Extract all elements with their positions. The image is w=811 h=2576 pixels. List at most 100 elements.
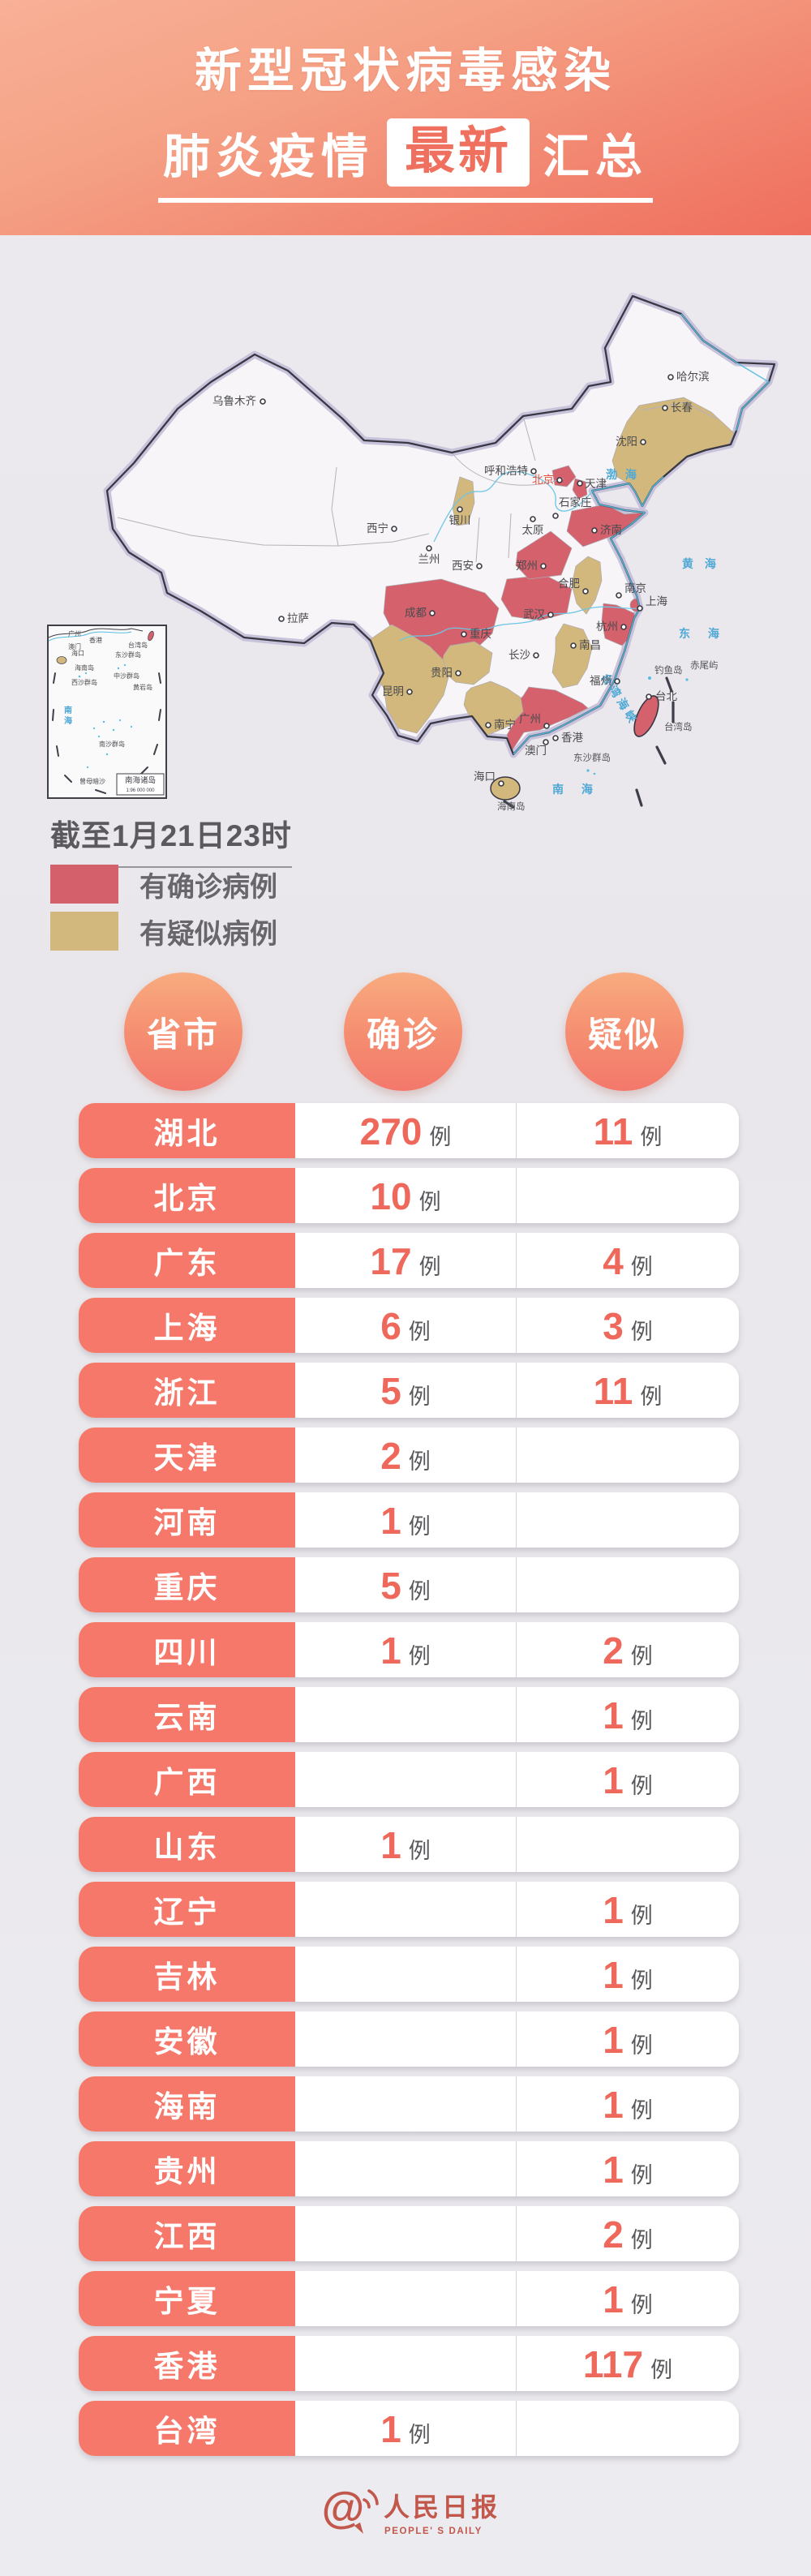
title-suffix: 汇总 bbox=[543, 131, 649, 183]
province-name: 江西 bbox=[153, 2220, 221, 2253]
city-dot bbox=[640, 439, 646, 445]
inset-labels: 广州 香港 澳门 台湾岛 东沙群岛 海口 海南岛 西沙群岛 中沙群岛 黄岩岛 南… bbox=[68, 629, 152, 785]
suspected-cell bbox=[516, 1557, 739, 1612]
province-henan bbox=[515, 530, 573, 580]
province-cell: 海南 bbox=[79, 2076, 295, 2132]
city-label: 杭州 bbox=[596, 620, 618, 633]
city-dot bbox=[552, 735, 559, 741]
sea-label-east-sea: 东 海 bbox=[679, 627, 727, 640]
table-row: 香港 117 例 bbox=[79, 2336, 739, 2391]
city-label: 南昌 bbox=[579, 639, 601, 651]
city-label: 哈尔滨 bbox=[676, 371, 710, 383]
legend-label: 有确诊病例 bbox=[139, 871, 277, 903]
province-cell: 重庆 bbox=[79, 1557, 295, 1612]
city-dot bbox=[426, 545, 432, 552]
logo-chinese-text: 人民日报 bbox=[384, 2492, 500, 2522]
column-header-confirmed: 确诊 bbox=[344, 972, 462, 1091]
confirmed-cell: 17 例 bbox=[295, 1233, 516, 1288]
city-dot bbox=[406, 689, 413, 695]
confirmed-count: 1 bbox=[380, 2408, 401, 2450]
city-dot bbox=[637, 605, 643, 612]
confirmed-unit: 例 bbox=[408, 2423, 431, 2447]
city-dot bbox=[540, 563, 547, 569]
city-label: 台北 bbox=[655, 690, 678, 702]
province-hainan bbox=[490, 776, 521, 801]
city-label: 昆明 bbox=[382, 685, 404, 698]
city-label: 海口 bbox=[474, 771, 496, 783]
city-dot bbox=[429, 610, 436, 616]
confirmed-count: 5 bbox=[380, 1370, 401, 1412]
inset-label: 黄岩岛 bbox=[133, 683, 152, 691]
city-dot bbox=[457, 506, 463, 513]
city-label: 南京 bbox=[624, 582, 646, 595]
column-header-province: 省市 bbox=[124, 972, 242, 1091]
confirmed-count: 1 bbox=[380, 1824, 401, 1866]
inset-title: 南海诸岛 bbox=[125, 775, 156, 785]
province-tianjin bbox=[572, 478, 588, 500]
province-cell: 贵州 bbox=[79, 2141, 295, 2196]
confirmed-unit: 例 bbox=[408, 1579, 431, 1604]
suspected-count: 2 bbox=[603, 1629, 624, 1672]
province-cell: 香港 bbox=[79, 2336, 295, 2391]
confirmed-color-swatch bbox=[50, 865, 118, 904]
confirmed-cell bbox=[295, 2206, 516, 2261]
province-cell: 广东 bbox=[79, 1233, 295, 1288]
province-hubei bbox=[500, 574, 573, 621]
china-choropleth-map: 渤 海 黄 海 东 海 南 海 台湾海峡 钓鱼岛 赤尾屿 台湾岛 东沙群岛 海南… bbox=[103, 292, 779, 811]
suspected-unit: 例 bbox=[630, 1255, 653, 1279]
city-label: 南宁 bbox=[494, 718, 516, 731]
city-dot bbox=[614, 678, 620, 685]
province-name: 浙江 bbox=[153, 1376, 221, 1410]
province-name: 湖北 bbox=[153, 1117, 221, 1150]
city-dot bbox=[260, 398, 266, 405]
page-title-line2: 肺炎疫情 最新 汇总 bbox=[157, 118, 654, 203]
inset-label: 南沙群岛 bbox=[99, 740, 125, 748]
confirmed-unit: 例 bbox=[418, 1255, 441, 1279]
confirmed-cell bbox=[295, 1947, 516, 2002]
province-name: 台湾 bbox=[153, 2415, 221, 2448]
province-cell: 安徽 bbox=[79, 2011, 295, 2067]
suspected-count: 1 bbox=[603, 2019, 624, 2061]
suspected-cell bbox=[516, 1428, 739, 1483]
province-name: 广西 bbox=[153, 1766, 221, 1799]
suspected-unit: 例 bbox=[630, 1968, 653, 1993]
province-name: 安徽 bbox=[153, 2025, 221, 2059]
island-label-taiwandao: 台湾岛 bbox=[664, 721, 693, 732]
province-name: 海南 bbox=[153, 2090, 221, 2123]
city-label: 天津 bbox=[585, 478, 607, 490]
island-label-dongsha: 东沙群岛 bbox=[573, 752, 611, 763]
city-label: 呼和浩特 bbox=[484, 465, 528, 477]
city-dot bbox=[667, 374, 674, 380]
inset-label: 台湾岛 bbox=[128, 641, 148, 649]
rivers bbox=[399, 471, 641, 642]
island-label-chiwei: 赤尾屿 bbox=[690, 660, 719, 671]
city-label: 石家庄 bbox=[559, 496, 592, 509]
suspected-unit: 例 bbox=[640, 1385, 663, 1409]
city-label: 长春 bbox=[671, 401, 693, 414]
confirmed-cell bbox=[295, 1687, 516, 1742]
inset-island-dots bbox=[78, 663, 133, 769]
page-title-line1: 新型冠状病毒感染 bbox=[194, 45, 616, 97]
city-dot bbox=[530, 468, 537, 474]
suspected-cell: 11 例 bbox=[516, 1103, 739, 1158]
province-cell: 四川 bbox=[79, 1622, 295, 1677]
confirmed-unit: 例 bbox=[408, 1644, 431, 1668]
city-label: 沈阳 bbox=[616, 436, 637, 448]
